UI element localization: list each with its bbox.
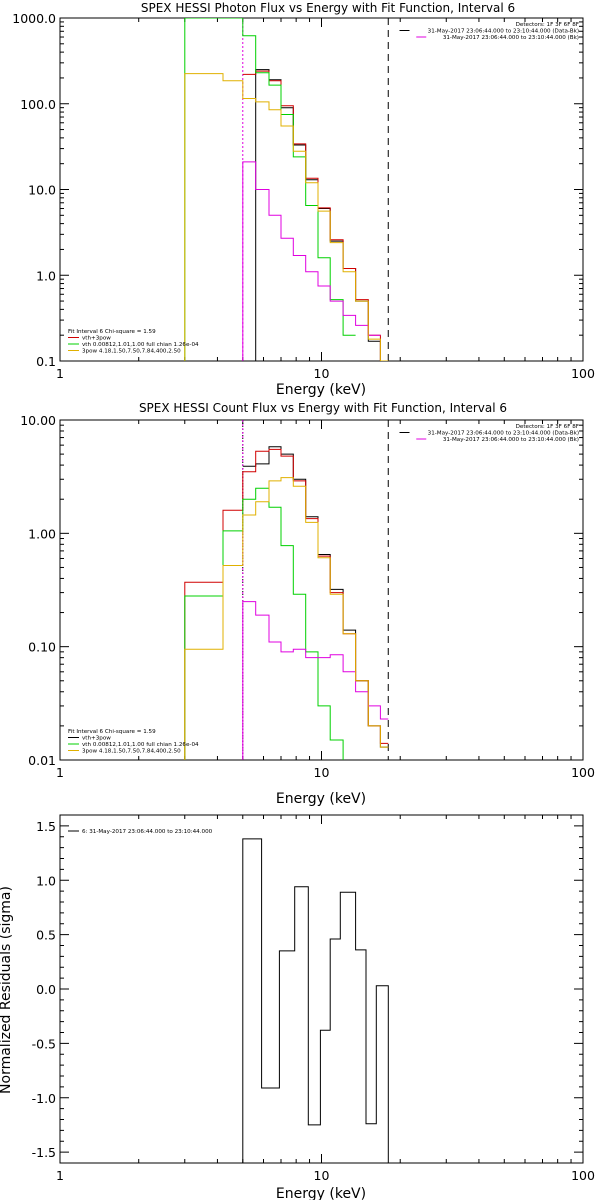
x-tick-label: 100 [571,765,595,780]
count-flux-plot-frame [59,419,584,761]
x-tick-label: 100 [571,1168,595,1183]
series-line [242,70,389,361]
count-flux-title: SPEX HESSI Count Flux vs Energy with Fit… [139,401,507,415]
residuals-plot-frame [59,814,584,1164]
legend-text: vth 0.00812,1.01,1.00 full chian 1.26e-0… [82,742,199,748]
legend-text: 3pow 4.18,1.50,7.50,7.84,400,2.50 [82,349,181,355]
x-tick-label: 1 [56,1168,64,1183]
y-tick-label: 10.00 [20,413,56,428]
x-tick-label: 10 [314,765,330,780]
x-tick-label: 1 [56,765,64,780]
series-line [184,18,356,361]
photon-flux-x-axis-label: Energy (keV) [276,382,366,398]
legend-text: vth+3pow [82,736,111,742]
residuals-panel: 1 10 100 -1.5 -1.0 -0.5 0.0 0.5 1.0 1.5 6: 31-May-… [0,814,595,1200]
y-tick-label: -1.5 [32,1145,56,1160]
x-tick-label: 1 [56,366,64,381]
series-line [242,838,389,1163]
series-line [184,73,389,361]
info-text: Detectors: 1F 3F 6F 8F [516,22,579,28]
photon-flux-panel: SPEX HESSI Photon Flux vs Energy with Fi… [12,1,595,398]
y-tick-label: 1.5 [36,819,56,834]
x-tick-label: 100 [571,366,595,381]
residuals-y-axis-label: Normalized Residuals (sigma) [0,886,14,1094]
residuals-x-axis-label: Energy (keV) [276,1186,366,1200]
info-text: Detectors: 1F 3F 6F 8F [516,424,579,430]
series-line [184,448,389,760]
series-line [242,161,381,361]
legend-text: 3pow 4.18,1.50,7.50,7.84,400,2.50 [82,749,181,755]
series-line [184,487,344,760]
legend-text: 6: 31-May-2017 23:06:44.000 to 23:10:44.… [82,829,213,835]
series-line [242,446,389,748]
y-tick-label: 100.0 [20,97,56,112]
legend-text: vth+3pow [82,336,111,342]
y-tick-label: 1.0 [36,873,56,888]
y-tick-label: 1000.0 [12,11,56,26]
y-tick-label: -1.0 [32,1091,56,1106]
y-tick-label: 0.1 [36,354,56,369]
y-tick-label: 1.0 [36,268,56,283]
y-tick-label: 0.0 [36,982,56,997]
photon-flux-plot-frame [59,17,584,362]
photon-flux-title: SPEX HESSI Photon Flux vs Energy with Fi… [141,1,515,15]
y-tick-label: 10.0 [28,183,56,198]
info-text: 31-May-2017 23:06:44.000 to 23:10:44.000… [443,35,579,41]
count-flux-x-axis-label: Energy (keV) [276,791,366,807]
x-tick-label: 10 [314,366,330,381]
legend-text: vth 0.00812,1.01,1.00 full chian 1.26e-0… [82,342,199,348]
series-line [184,477,389,760]
y-tick-label: 0.10 [28,640,56,655]
legend-text: Fit Interval 6 Chi-square = 1.59 [68,729,156,735]
info-text: 31-May-2017 23:06:44.000 to 23:10:44.000… [428,431,579,437]
y-tick-label: 0.01 [28,753,56,768]
count-flux-panel: SPEX HESSI Count Flux vs Energy with Fit… [20,401,595,807]
series-line [242,69,389,361]
y-tick-label: 0.5 [36,928,56,943]
x-tick-label: 10 [314,1168,330,1183]
info-text: 31-May-2017 23:06:44.000 to 23:10:44.000… [443,437,579,443]
y-tick-label: 1.00 [28,526,56,541]
info-text: 31-May-2017 23:06:44.000 to 23:10:44.000… [428,29,579,35]
y-tick-label: -0.5 [32,1036,56,1051]
legend-text: Fit Interval 6 Chi-square = 1.59 [68,329,156,335]
